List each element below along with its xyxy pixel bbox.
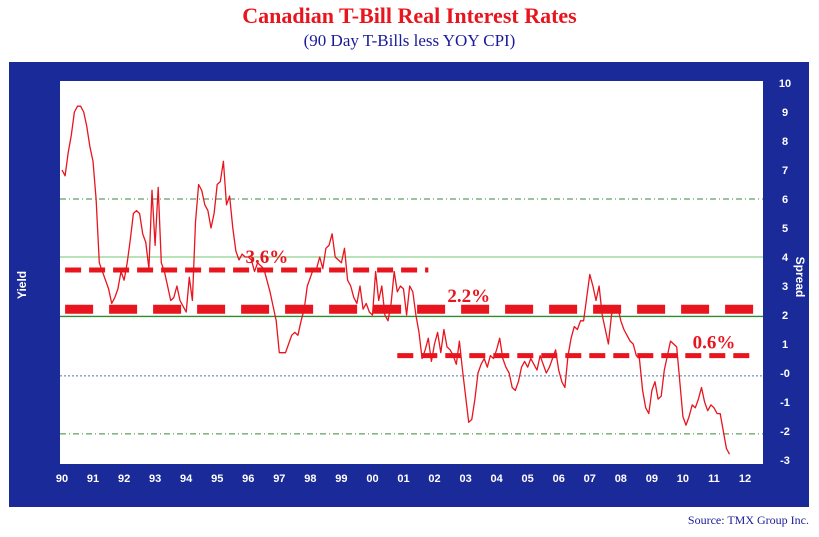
- x-tick-label: 02: [428, 473, 440, 485]
- x-tick-label: 01: [397, 473, 409, 485]
- y-tick-label: 6: [782, 194, 788, 206]
- x-tick-label: 93: [149, 473, 161, 485]
- y-tick-label: -3: [780, 455, 790, 467]
- average-label-0: 3.6%: [246, 247, 289, 268]
- y-tick-label: 3: [782, 281, 788, 293]
- reference-lines: [60, 198, 763, 435]
- x-axis-ticks: 90 91 92 93 94 95 96 97 98 99 00 01 02 03 04 05 06 07 08 09…: [56, 473, 751, 485]
- chart-subtitle: (90 Day T-Bills less YOY CPI): [303, 31, 516, 50]
- x-tick-label: 95: [211, 473, 223, 485]
- chart-title: Canadian T-Bill Real Interest Rates: [242, 3, 577, 28]
- average-label-2: 0.6%: [693, 332, 736, 353]
- x-tick-label: 03: [459, 473, 471, 485]
- y-tick-label: 2: [782, 310, 788, 322]
- x-tick-label: 09: [646, 473, 658, 485]
- x-tick-label: 99: [335, 473, 347, 485]
- x-tick-label: 91: [87, 473, 99, 485]
- y-tick-label: 7: [782, 165, 788, 177]
- x-tick-label: 06: [553, 473, 565, 485]
- y-tick-label: 8: [782, 136, 788, 148]
- y-tick-label: -2: [780, 426, 790, 438]
- source-note: Source: TMX Group Inc.: [687, 513, 809, 527]
- x-tick-label: 10: [677, 473, 689, 485]
- y-tick-label: -1: [780, 397, 790, 409]
- y-tick-label: 10: [779, 78, 791, 90]
- x-tick-label: 11: [708, 473, 720, 485]
- x-tick-label: 04: [491, 473, 504, 485]
- x-tick-label: 98: [304, 473, 316, 485]
- y-tick-label: 1: [782, 339, 788, 351]
- x-tick-label: 90: [56, 473, 68, 485]
- x-tick-label: 05: [522, 473, 534, 485]
- y-tick-label: 9: [782, 107, 788, 119]
- x-tick-label: 92: [118, 473, 130, 485]
- x-tick-label: 00: [366, 473, 378, 485]
- y-axis-label-left: Yield: [15, 271, 29, 299]
- x-tick-label: 97: [273, 473, 285, 485]
- y-tick-label: 5: [782, 223, 788, 235]
- x-tick-label: 12: [739, 473, 751, 485]
- x-tick-label: 07: [584, 473, 596, 485]
- average-label-1: 2.2%: [447, 286, 490, 307]
- x-tick-label: 08: [615, 473, 627, 485]
- y-tick-label: 4: [782, 252, 789, 264]
- y-tick-label: -0: [780, 368, 790, 380]
- annotations: 3.6% 2.2% 0.6%: [246, 247, 736, 354]
- average-lines: [65, 267, 755, 359]
- x-tick-label: 96: [242, 473, 254, 485]
- x-tick-label: 94: [180, 473, 193, 485]
- y-axis-label-right: Spread: [793, 257, 807, 298]
- y-axis-ticks: 10 9 8 7 6 5 4 3 2 1 -0 -1 -2 -3: [779, 78, 791, 467]
